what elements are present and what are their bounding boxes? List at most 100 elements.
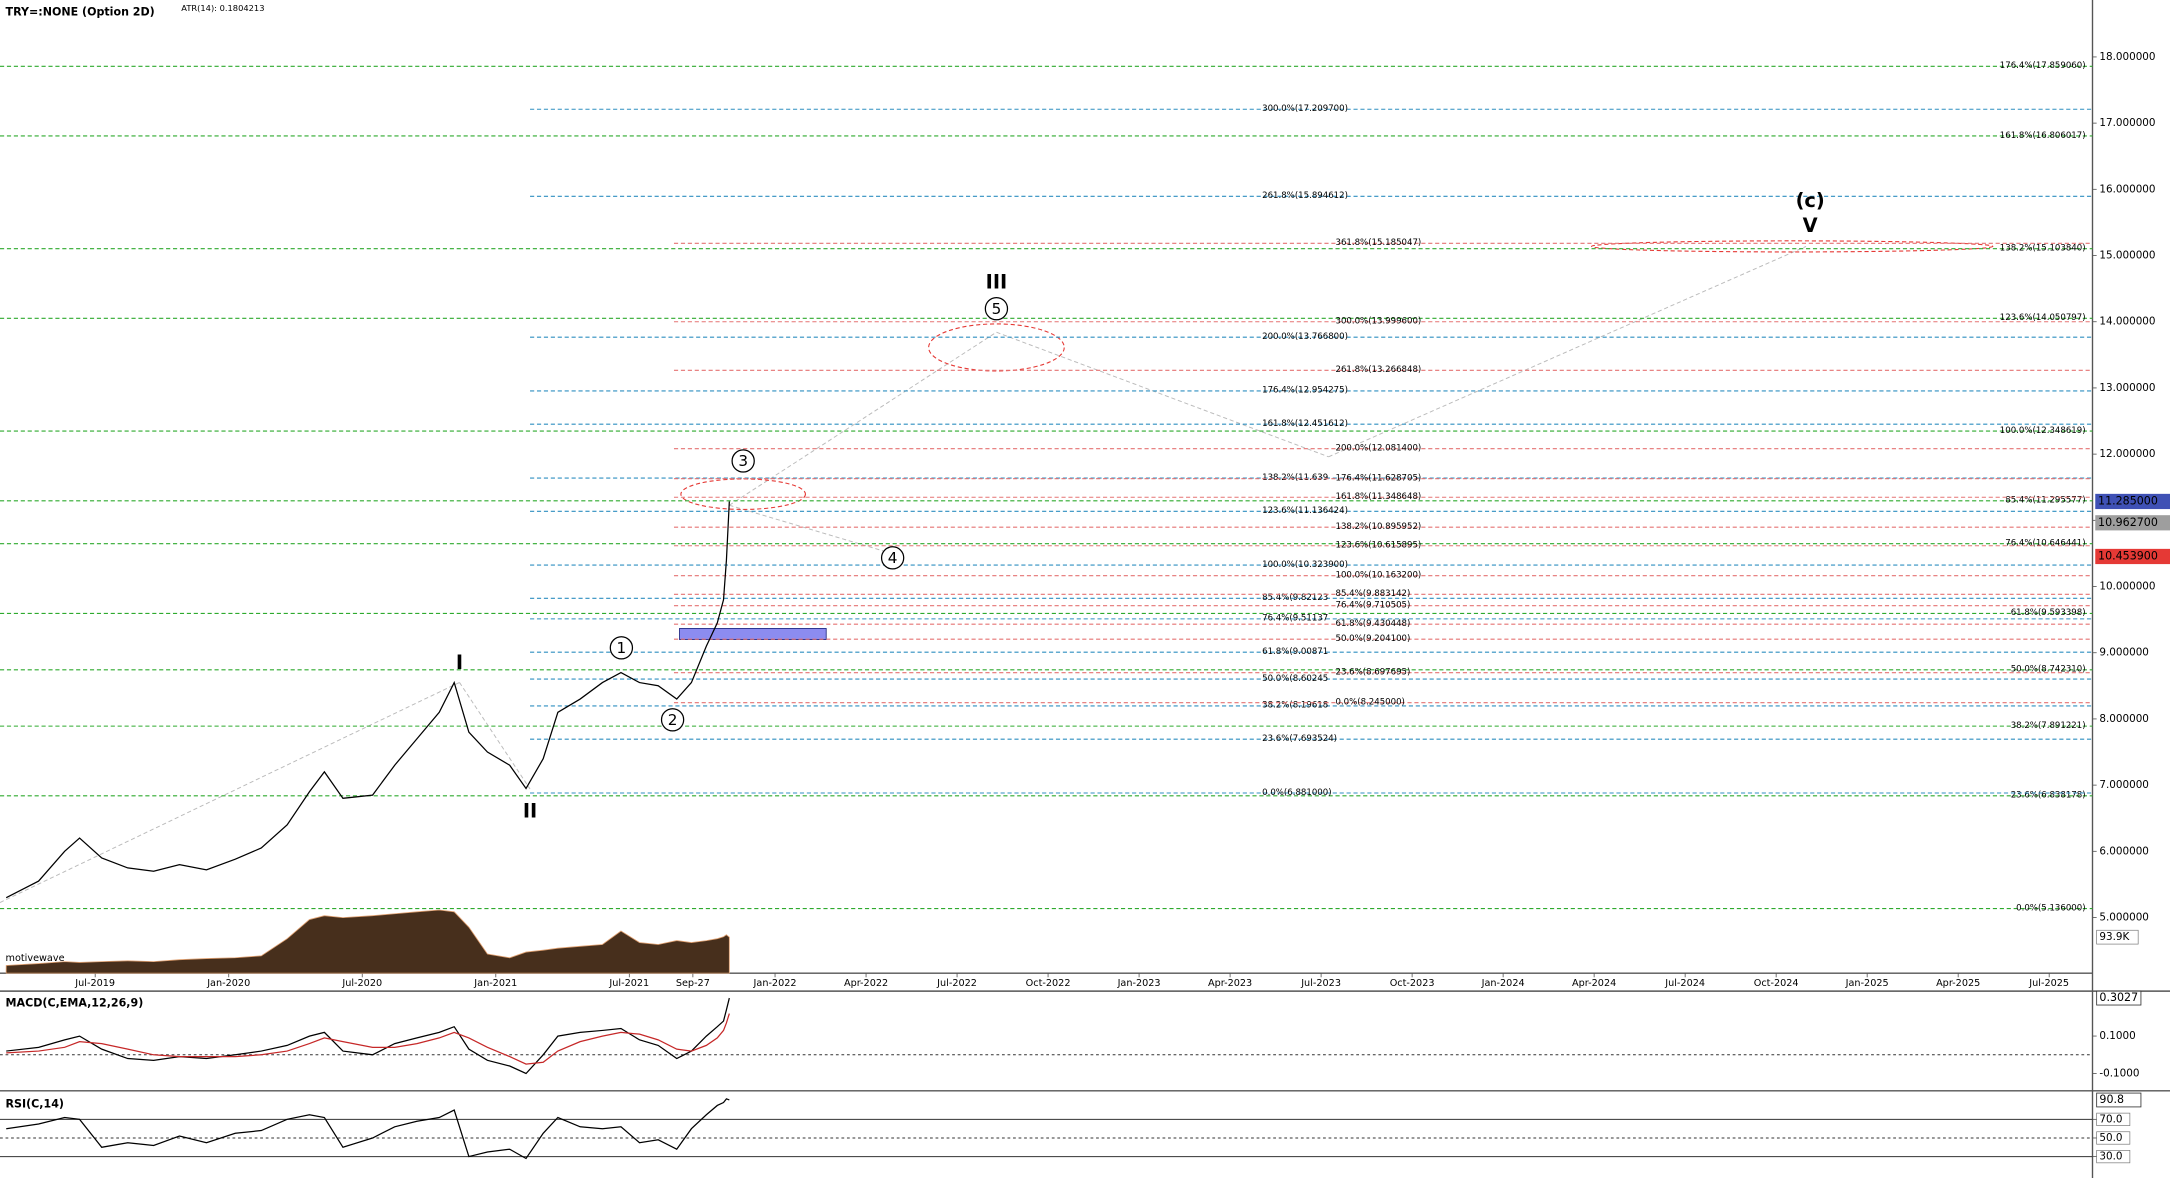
x-tick-label: Jan-2021 (473, 978, 517, 989)
wave-circle (880, 546, 905, 570)
wave-circle (660, 708, 685, 732)
x-tick-label: Jul-2021 (608, 978, 649, 989)
projection-lines (0, 245, 1807, 903)
fib-label: 176.4%(17.859060) (2000, 61, 2086, 71)
wave-label: 5 (992, 300, 1002, 318)
y-tick-label: 8.000000 (2099, 713, 2149, 725)
wave-label: V (1803, 214, 1818, 237)
wave-label: (c) (1796, 189, 1825, 212)
fib-label: 23.6%(7.693524) (1262, 734, 1337, 744)
fib-label: 161.8%(16.806017) (2000, 131, 2086, 141)
volume-area (5, 909, 730, 974)
fib-label: 138.2%(10.895952) (1335, 522, 1421, 532)
fib-label: 200.0%(13.766800) (1262, 332, 1348, 342)
tick-box (2096, 1150, 2131, 1164)
series-line (6, 1013, 730, 1065)
fib-label: 50.0%(8.60245 (1262, 674, 1328, 684)
y-tick-label: 6.000000 (2099, 845, 2149, 857)
target-zone (928, 323, 1065, 372)
fib-label: 38.2%(7.891221) (2011, 721, 2086, 731)
y-tick-label: 12.000000 (2099, 448, 2155, 460)
x-tick-label: Apr-2023 (1208, 978, 1252, 989)
tick-box (2096, 929, 2139, 945)
wave-circle (731, 449, 755, 473)
fib-label: 38.2%(8.19618 (1262, 701, 1328, 711)
panel-title: MACD(C,EMA,12,26,9) (6, 997, 144, 1010)
fib-label: 76.4%(10.646441) (2005, 539, 2085, 549)
fib-label: 261.8%(15.894612) (1262, 191, 1348, 201)
price-tag-label: 11.285000 (2098, 494, 2158, 507)
wave-label: 4 (888, 549, 898, 567)
fib-label: 85.4%(11.295577) (2005, 496, 2085, 506)
y-tick-label: 14.000000 (2099, 316, 2155, 328)
wave-label: I (456, 651, 463, 674)
wave-label: 3 (738, 452, 748, 470)
series-line (6, 997, 730, 1075)
series-line (6, 1098, 730, 1160)
panel-title: TRY=:NONE (Option 2D) (6, 5, 155, 18)
fib-label: 300.0%(17.209700) (1262, 104, 1348, 114)
x-tick-label: Oct-2023 (1390, 978, 1435, 989)
x-tick-label: Jan-2022 (753, 978, 797, 989)
fib-label: 100.0%(12.348619) (2000, 426, 2086, 436)
fib-label: 200.0%(12.081400) (1335, 444, 1421, 454)
fib-label: 23.6%(8.697695) (1335, 668, 1410, 678)
x-tick-label: Sep-27 (676, 978, 710, 989)
fib-label: 50.0%(8.742310) (2011, 665, 2086, 675)
fib-label: 123.6%(10.615895) (1335, 541, 1421, 551)
fib-label: 76.4%(9.51137 (1262, 614, 1328, 624)
fib-label: 100.0%(10.163200) (1335, 571, 1421, 581)
fib-label: 61.8%(9.430448) (1335, 619, 1410, 629)
wave-circle (984, 296, 1009, 321)
x-tick-label: Apr-2025 (1936, 978, 1980, 989)
x-tick-label: Jul-2024 (1664, 978, 1705, 989)
x-tick-label: Oct-2022 (1026, 978, 1071, 989)
y-tick-label: -0.1000 (2099, 1067, 2139, 1079)
y2-tick-label: 93.9K (2099, 931, 2130, 943)
current-value: 90.8 (2099, 1093, 2124, 1106)
fib-label: 138.2%(15.103840) (2000, 243, 2086, 253)
tick-box (2096, 1131, 2131, 1145)
fib-label: 100.0%(10.323900) (1262, 560, 1348, 570)
price-tag (2095, 515, 2170, 531)
tick-box (2096, 1112, 2131, 1126)
y-tick-label: 18.000000 (2099, 51, 2155, 63)
x-tick-label: Jul-2022 (936, 978, 977, 989)
wave-label: III (986, 271, 1008, 294)
current-value: 0.3027 (2099, 991, 2138, 1004)
fib-label: 176.4%(12.954275) (1262, 386, 1348, 396)
fib-label: 61.8%(9.593398) (2011, 608, 2086, 618)
fib-label: 85.4%(9.883142) (1335, 589, 1410, 599)
x-tick-label: Oct-2024 (1754, 978, 1799, 989)
y-tick-label: 17.000000 (2099, 117, 2155, 129)
watermark: motivewave (6, 953, 65, 964)
y-tick-label: 10.000000 (2099, 581, 2155, 593)
x-tick-label: Jan-2023 (1117, 978, 1161, 989)
fib-label: 161.8%(11.348648) (1335, 492, 1421, 502)
x-tick-label: Apr-2024 (1572, 978, 1616, 989)
wave-label: 1 (617, 639, 627, 657)
x-tick-label: Jan-2024 (1481, 978, 1525, 989)
fib-label: 0.0%(5.136000) (2016, 903, 2085, 913)
price-tag (2095, 493, 2170, 510)
wave-circle (609, 636, 634, 660)
y-tick-label: 15.000000 (2099, 250, 2155, 262)
y-tick-label: 7.000000 (2099, 779, 2149, 791)
current-tag (2096, 990, 2142, 1006)
x-tick-label: Jan-2025 (1845, 978, 1889, 989)
fib-label: 0.0%(6.881000) (1262, 788, 1331, 798)
y-tick-label: 70.0 (2099, 1113, 2122, 1125)
target-zone (680, 478, 806, 510)
fib-label: 161.8%(12.451612) (1262, 419, 1348, 429)
y-tick-label: 50.0 (2099, 1132, 2122, 1144)
series-line (5, 501, 730, 899)
fib-label: 23.6%(6.838178) (2011, 791, 2086, 801)
target-zone (1590, 240, 1994, 253)
y-tick-label: 5.000000 (2099, 912, 2149, 924)
x-tick-label: Jul-2020 (341, 978, 382, 989)
wave-label: II (523, 799, 537, 822)
y-tick-label: 13.000000 (2099, 382, 2155, 394)
